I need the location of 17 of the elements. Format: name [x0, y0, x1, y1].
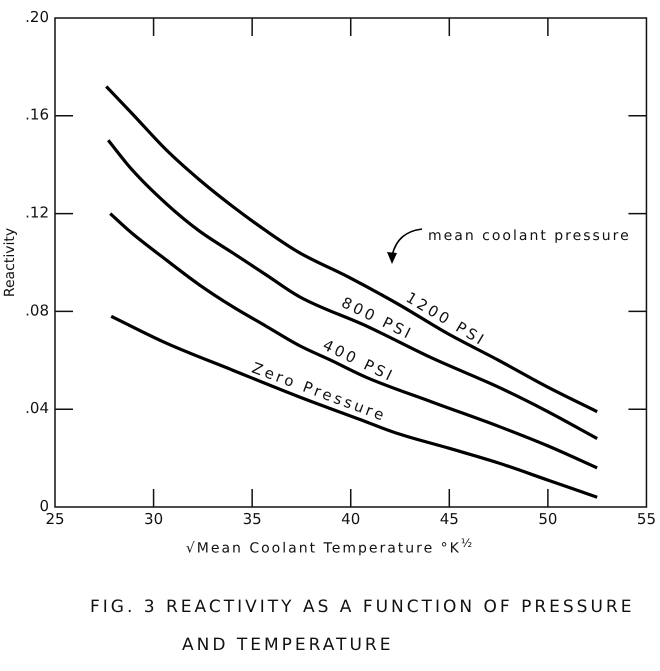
x-tick-label: 25 — [45, 510, 65, 528]
x-tick-label: 55 — [636, 510, 656, 528]
annotation: mean coolant pressure — [428, 228, 631, 244]
text: FIG. 3 REACTIVITY AS A FUNCTION OF PRESSURE AND TEMPERATURE — [90, 596, 636, 657]
y-axis-title: Reactivity — [2, 228, 18, 298]
y-tick-label: .20 — [25, 8, 49, 26]
y-tick-label: .08 — [25, 301, 49, 320]
text: 400 PSI — [320, 336, 398, 386]
x-tick-label: 40 — [341, 510, 360, 528]
x-tick-label: 35 — [242, 510, 262, 528]
x-tick-label: 45 — [440, 510, 459, 528]
x-axis-title: √Mean Coolant Temperature °K$^{½}$ — [184, 536, 476, 557]
x-tick-label: 50 — [538, 510, 558, 528]
y-tick-label: .04 — [25, 399, 49, 418]
y-tick-label: .12 — [25, 203, 49, 222]
y-tick-label: .16 — [25, 106, 49, 124]
x-tick-label: 30 — [144, 510, 164, 528]
